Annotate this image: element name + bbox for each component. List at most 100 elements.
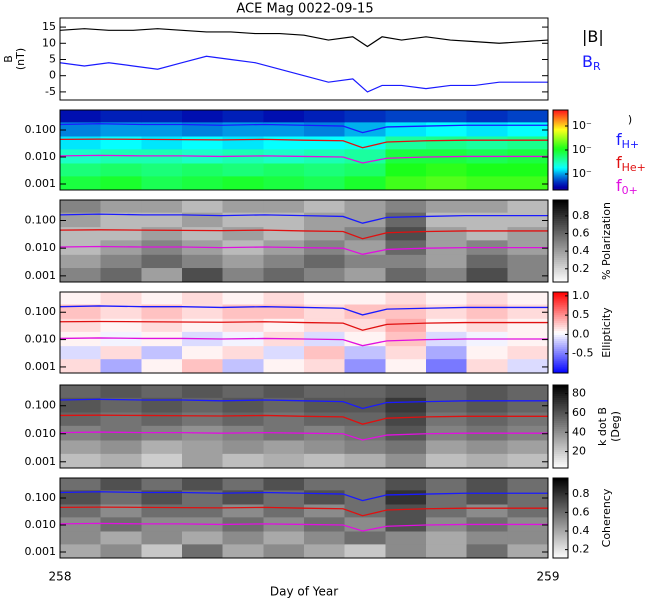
- colorbar-segment: [553, 114, 568, 117]
- cell: [60, 175, 102, 190]
- colorbar-segment: [553, 296, 568, 299]
- cell: [263, 530, 305, 545]
- cell: [466, 397, 508, 413]
- y-tick-label: 0.010: [25, 241, 57, 254]
- colorbar-segment: [553, 234, 568, 238]
- colorbar-segment: [553, 126, 568, 129]
- cell: [182, 162, 224, 177]
- frequency-line: [60, 491, 548, 502]
- colorbar-segment: [553, 340, 568, 344]
- colorbar-segment: [553, 180, 568, 183]
- colorbar-segment: [553, 512, 568, 515]
- colorbar-segment: [553, 140, 568, 143]
- cell: [507, 162, 548, 177]
- colorbar-segment: [553, 122, 568, 125]
- colorbar-segment: [553, 170, 568, 173]
- cell: [344, 200, 386, 213]
- colorbar-segment: [553, 138, 568, 141]
- colorbar-segment: [553, 253, 568, 256]
- cell: [100, 358, 142, 373]
- colorbar-segment: [553, 364, 568, 368]
- frequency-line: [60, 522, 548, 532]
- colorbar-tick-label: -0.5: [572, 347, 593, 360]
- colorbar-segment: [553, 461, 568, 465]
- cell: [466, 212, 508, 228]
- cell: [385, 453, 427, 468]
- cell: [426, 439, 468, 454]
- cell: [263, 292, 305, 305]
- colorbar-segment: [553, 414, 568, 417]
- colorbar-segment: [553, 358, 568, 362]
- cell: [222, 453, 264, 468]
- colorbar-frame: [552, 291, 569, 374]
- colorbar-segment: [553, 524, 568, 527]
- cell: [344, 267, 386, 282]
- frequency-line: [60, 414, 548, 425]
- colorbar-tick-label: 0.6: [572, 505, 590, 518]
- cell: [385, 110, 427, 123]
- colorbar-segment: [553, 522, 568, 525]
- cell: [263, 318, 305, 332]
- y-tick-label: 10: [42, 36, 56, 49]
- colorbar-segment: [553, 300, 568, 303]
- colorbar-segment: [553, 152, 568, 155]
- plot-frame: [59, 477, 549, 559]
- cell: [385, 331, 427, 347]
- cell: [426, 318, 468, 332]
- colorbar-segment: [553, 232, 568, 236]
- cell: [344, 162, 386, 177]
- colorbar-segment: [553, 550, 568, 553]
- cell: [182, 226, 224, 241]
- cell: [263, 385, 305, 398]
- y-tick-label: 0.100: [25, 213, 57, 226]
- colorbar-segment: [553, 328, 568, 331]
- colorbar-segment: [553, 158, 568, 161]
- colorbar-segment: [553, 318, 568, 321]
- cell: [141, 503, 183, 518]
- cell: [304, 200, 346, 213]
- cell: [507, 503, 548, 518]
- cell: [141, 543, 183, 558]
- cell: [466, 292, 508, 305]
- cell: [182, 175, 224, 190]
- colorbar-segment: [553, 453, 568, 457]
- colorbar-segment: [553, 178, 568, 181]
- cell: [507, 453, 548, 468]
- cell: [344, 530, 386, 545]
- colorbar-segment: [553, 174, 568, 177]
- cell: [100, 292, 142, 305]
- colorbar-segment: [553, 336, 568, 340]
- cell: [182, 318, 224, 332]
- cell: [304, 267, 346, 282]
- legend-entry-text: f: [616, 153, 622, 172]
- colorbar-segment: [553, 397, 568, 401]
- cell: [60, 397, 102, 413]
- y-tick-label: 15: [42, 20, 56, 33]
- colorbar-segment: [553, 455, 568, 459]
- cell: [100, 385, 142, 398]
- cell: [222, 226, 264, 241]
- cell: [263, 110, 305, 123]
- cell: [466, 358, 508, 373]
- cell: [222, 411, 264, 426]
- cell: [507, 397, 548, 413]
- colorbar-segment: [553, 316, 568, 319]
- colorbar-segment: [553, 182, 568, 185]
- colorbar-segment: [553, 449, 568, 452]
- colorbar-segment: [553, 292, 568, 295]
- cell: [426, 358, 468, 373]
- cell: [466, 304, 508, 319]
- legend-entry-sub: R: [593, 60, 601, 73]
- cell: [263, 543, 305, 558]
- colorbar-segment: [553, 176, 568, 179]
- colorbar-segment: [553, 210, 568, 213]
- cell: [182, 478, 224, 491]
- y-axis-unit: (nT): [14, 48, 27, 70]
- y-tick-label: 0.010: [25, 518, 57, 531]
- colorbar-segment: [553, 172, 568, 175]
- cell: [100, 304, 142, 319]
- cell: [507, 110, 548, 123]
- colorbar-segment: [553, 532, 568, 535]
- cell: [304, 411, 346, 426]
